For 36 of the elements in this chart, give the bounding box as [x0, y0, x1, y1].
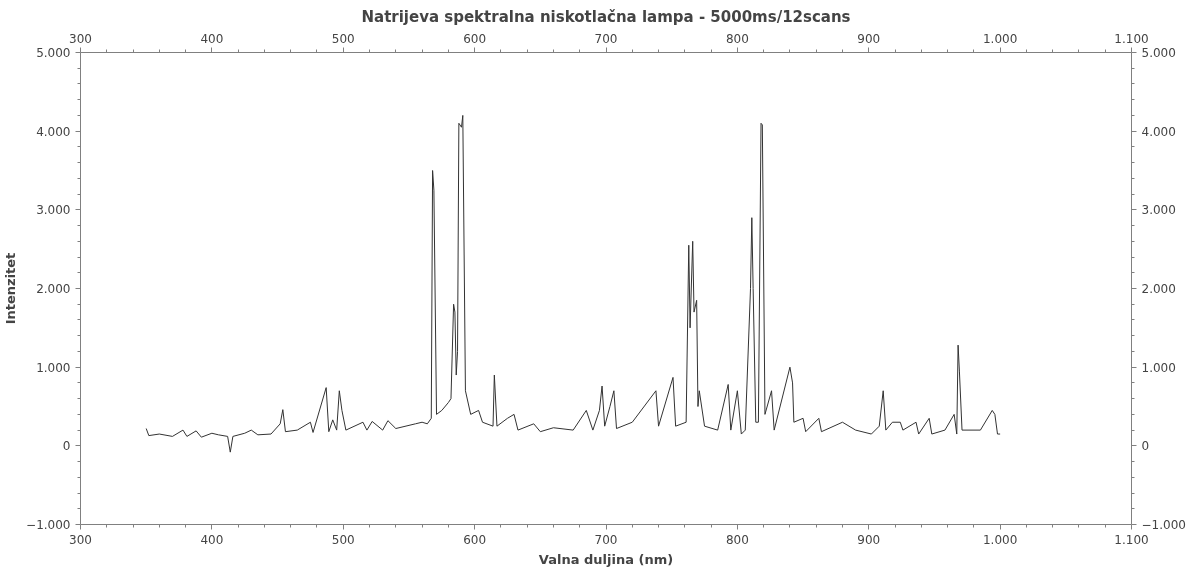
- x2-tick-label: 800: [725, 532, 749, 547]
- x2-tick-label: 300: [69, 532, 92, 547]
- y-tick-label: 0: [62, 439, 71, 454]
- y-tick-label: 4.000: [36, 124, 71, 139]
- y2-tick-label: 4.000: [1141, 124, 1176, 139]
- y2-tick-label: −1.000: [1141, 518, 1186, 532]
- x-tick-label: 900: [857, 31, 881, 46]
- x2-tick-label: 1.100: [1114, 532, 1149, 547]
- x-tick-label: 400: [200, 31, 224, 46]
- chart-title: Natrijeva spektralna niskotlačna lampa - 5000ms/12scans: [361, 7, 851, 26]
- y2-tick-label: 5.000: [1141, 46, 1176, 60]
- y2-tick-label: 3.000: [1141, 203, 1176, 218]
- y-tick-label: 5.000: [36, 46, 71, 60]
- x-tick-label: 600: [463, 31, 487, 46]
- x2-tick-label: 500: [331, 532, 355, 547]
- x2-tick-label: 1.000: [982, 532, 1018, 547]
- y2-tick-label: 1.000: [1141, 360, 1176, 375]
- y2-tick-label: 2.000: [1141, 282, 1176, 296]
- y2-tick-label: 0: [1141, 439, 1150, 454]
- x-axis-title: Valna duljina (nm): [538, 551, 674, 567]
- x2-tick-label: 900: [857, 532, 881, 547]
- y-tick-label: 1.000: [36, 360, 71, 375]
- x2-tick-label: 600: [463, 532, 487, 547]
- y-axis-title: Intenzitet: [3, 252, 19, 325]
- y-tick-label: 2.000: [36, 282, 71, 296]
- x-tick-label: 700: [594, 31, 618, 46]
- y-tick-label: −1.000: [26, 518, 71, 532]
- x-tick-label: 500: [331, 31, 355, 46]
- x-tick-label: 300: [69, 31, 92, 46]
- x2-tick-label: 400: [200, 532, 224, 547]
- y-tick-label: 3.000: [36, 203, 71, 218]
- x-tick-label: 1.000: [982, 31, 1018, 46]
- line-series: [145, 114, 1001, 453]
- x2-tick-label: 700: [594, 532, 618, 547]
- x-tick-label: 800: [725, 31, 749, 46]
- x-tick-label: 1.100: [1114, 31, 1149, 46]
